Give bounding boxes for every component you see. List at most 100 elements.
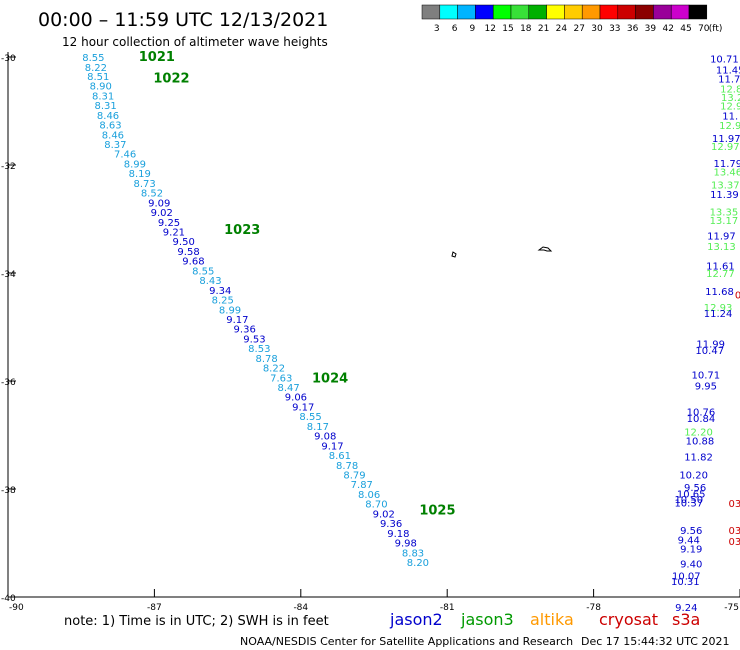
scale-label: 70 [698,24,710,34]
footnote: note: 1) Time is in UTC; 2) SWH is in fe… [64,614,329,629]
wave-height-value: 13.35 [710,208,739,219]
scale-label: 30 [591,24,603,34]
wave-height-value: 9.98 [395,539,417,550]
wave-height-value: 11.7 [718,75,740,86]
wave-height-value: 9.02 [151,208,173,219]
wave-height-value: 9.68 [182,257,204,268]
wave-height-value: 9.40 [680,560,702,571]
scale-label: 18 [520,24,532,34]
wave-height-value: 8.70 [365,500,387,511]
wave-height-value: 8.19 [129,169,151,180]
chart-subtitle: 12 hour collection of altimeter wave hei… [62,35,328,49]
wave-height-value: 8.73 [134,179,156,190]
wave-height-value: 8.31 [94,101,116,112]
wave-height-value: 11.68 [705,287,734,298]
wave-height-value: 8.51 [87,72,109,83]
wave-height-value: 12.77 [706,269,735,280]
wave-height-value: 10.71 [692,371,721,382]
wave-height-value: 10.31 [671,577,700,588]
wave-height-value: 9.36 [234,325,256,336]
wave-height-value: 8.20 [407,558,429,569]
scale-label: 6 [452,24,458,34]
wave-height-value: 032 [728,526,740,537]
wave-height-value: 8.25 [212,296,234,307]
scale-label: 3 [434,24,440,34]
island-shape [451,251,457,258]
satellite-legend: jason2 jason3 altika cryosat s3a [389,610,700,629]
x-tick-label: -75 [724,603,739,613]
wave-height-value: 12.9 [719,121,740,132]
wave-height-value: 032 [728,499,740,510]
wave-height-value: 9.34 [209,286,231,297]
wave-height-value: 8.53 [248,344,270,355]
wave-height-value: 9.09 [148,198,170,209]
island-shape [537,246,553,252]
wave-height-value: 13.2 [721,93,740,104]
pass-number: 1021 [139,50,175,65]
wave-height-value: 8.37 [104,140,126,151]
axis-ticks: -30 -32 -34 -36 -38 -40-90 -87 -84 -81 -78 -75 [1,54,740,613]
wave-height-value: 8.55 [192,266,214,277]
wave-height-value: 11.24 [704,309,733,320]
wave-height-value: 9.44 [678,535,700,546]
wave-height-value: 9.36 [380,519,402,530]
color-swatch [528,4,547,20]
scale-label: 27 [573,24,584,34]
scale-label: 45 [680,24,691,34]
wave-height-value: 12.93 [704,303,733,314]
y-tick-label: -34 [1,270,16,280]
wave-height-value: 10.50 [674,495,703,506]
wave-height-value: 8.47 [277,383,299,394]
wave-height-value: 10.71 [710,55,739,66]
wave-height-value: 10.37 [674,499,703,510]
chart-title: 00:00 – 11:59 UTC 12/13/2021 [38,9,328,31]
color-swatch [439,4,458,20]
wave-height-value: 8.06 [358,490,380,501]
color-swatch [581,4,601,20]
color-swatch [492,4,512,20]
wave-height-value: 12.97 [711,142,740,153]
color-swatch [670,4,690,20]
wave-height-value: 8.61 [329,451,351,462]
scale-label: 15 [502,24,513,34]
wave-height-value: 9.95 [695,381,717,392]
wave-height-value: 11. [722,111,738,122]
wave-height-value: 9.17 [321,441,343,452]
scale-label: 42 [662,24,673,34]
satellite-name: jason2 [389,610,443,629]
wave-height-value: 9.08 [314,432,336,443]
wave-height-value: 8.83 [402,548,424,559]
wave-height-value: 8.22 [263,364,285,375]
color-swatch [510,4,530,20]
wave-height-value: 13.46 [713,168,740,179]
wave-height-value: 11.97 [707,231,736,242]
wave-height-value: 13.13 [707,242,736,253]
wave-height-value: 9.58 [177,247,199,258]
pass-number-labels: 1021 1022 1023 1024 1025 [139,50,456,519]
wave-height-value: 12.9 [720,102,740,113]
wave-height-value: 11.99 [696,339,725,350]
wave-height-value: 11.61 [706,262,735,273]
satellite-name: s3a [672,610,700,629]
wave-height-value: 10.07 [672,571,701,582]
wave-height-value: 10.47 [695,346,724,357]
wave-height-value: 0 [735,291,740,302]
x-tick-label: -87 [147,603,162,613]
wave-height-value: 8.78 [336,461,358,472]
wave-height-value: 11.45 [716,66,740,77]
wave-height-value: 9.56 [684,483,706,494]
x-tick-label: -81 [440,603,455,613]
wave-height-value: 12.20 [684,427,713,438]
y-tick-label: -30 [1,54,16,64]
scale-label: 21 [538,24,549,34]
wave-height-value: 10.88 [686,436,715,447]
scale-unit: (ft) [709,24,723,34]
wave-height-value: 8.63 [99,121,121,132]
scale-label: 36 [627,24,639,34]
wave-height-value: 11.97 [712,134,740,145]
wave-height-value: 9.53 [243,334,265,345]
wave-height-value: 8.46 [97,111,119,122]
wave-height-value: 7.63 [270,373,292,384]
color-swatch [635,4,654,20]
